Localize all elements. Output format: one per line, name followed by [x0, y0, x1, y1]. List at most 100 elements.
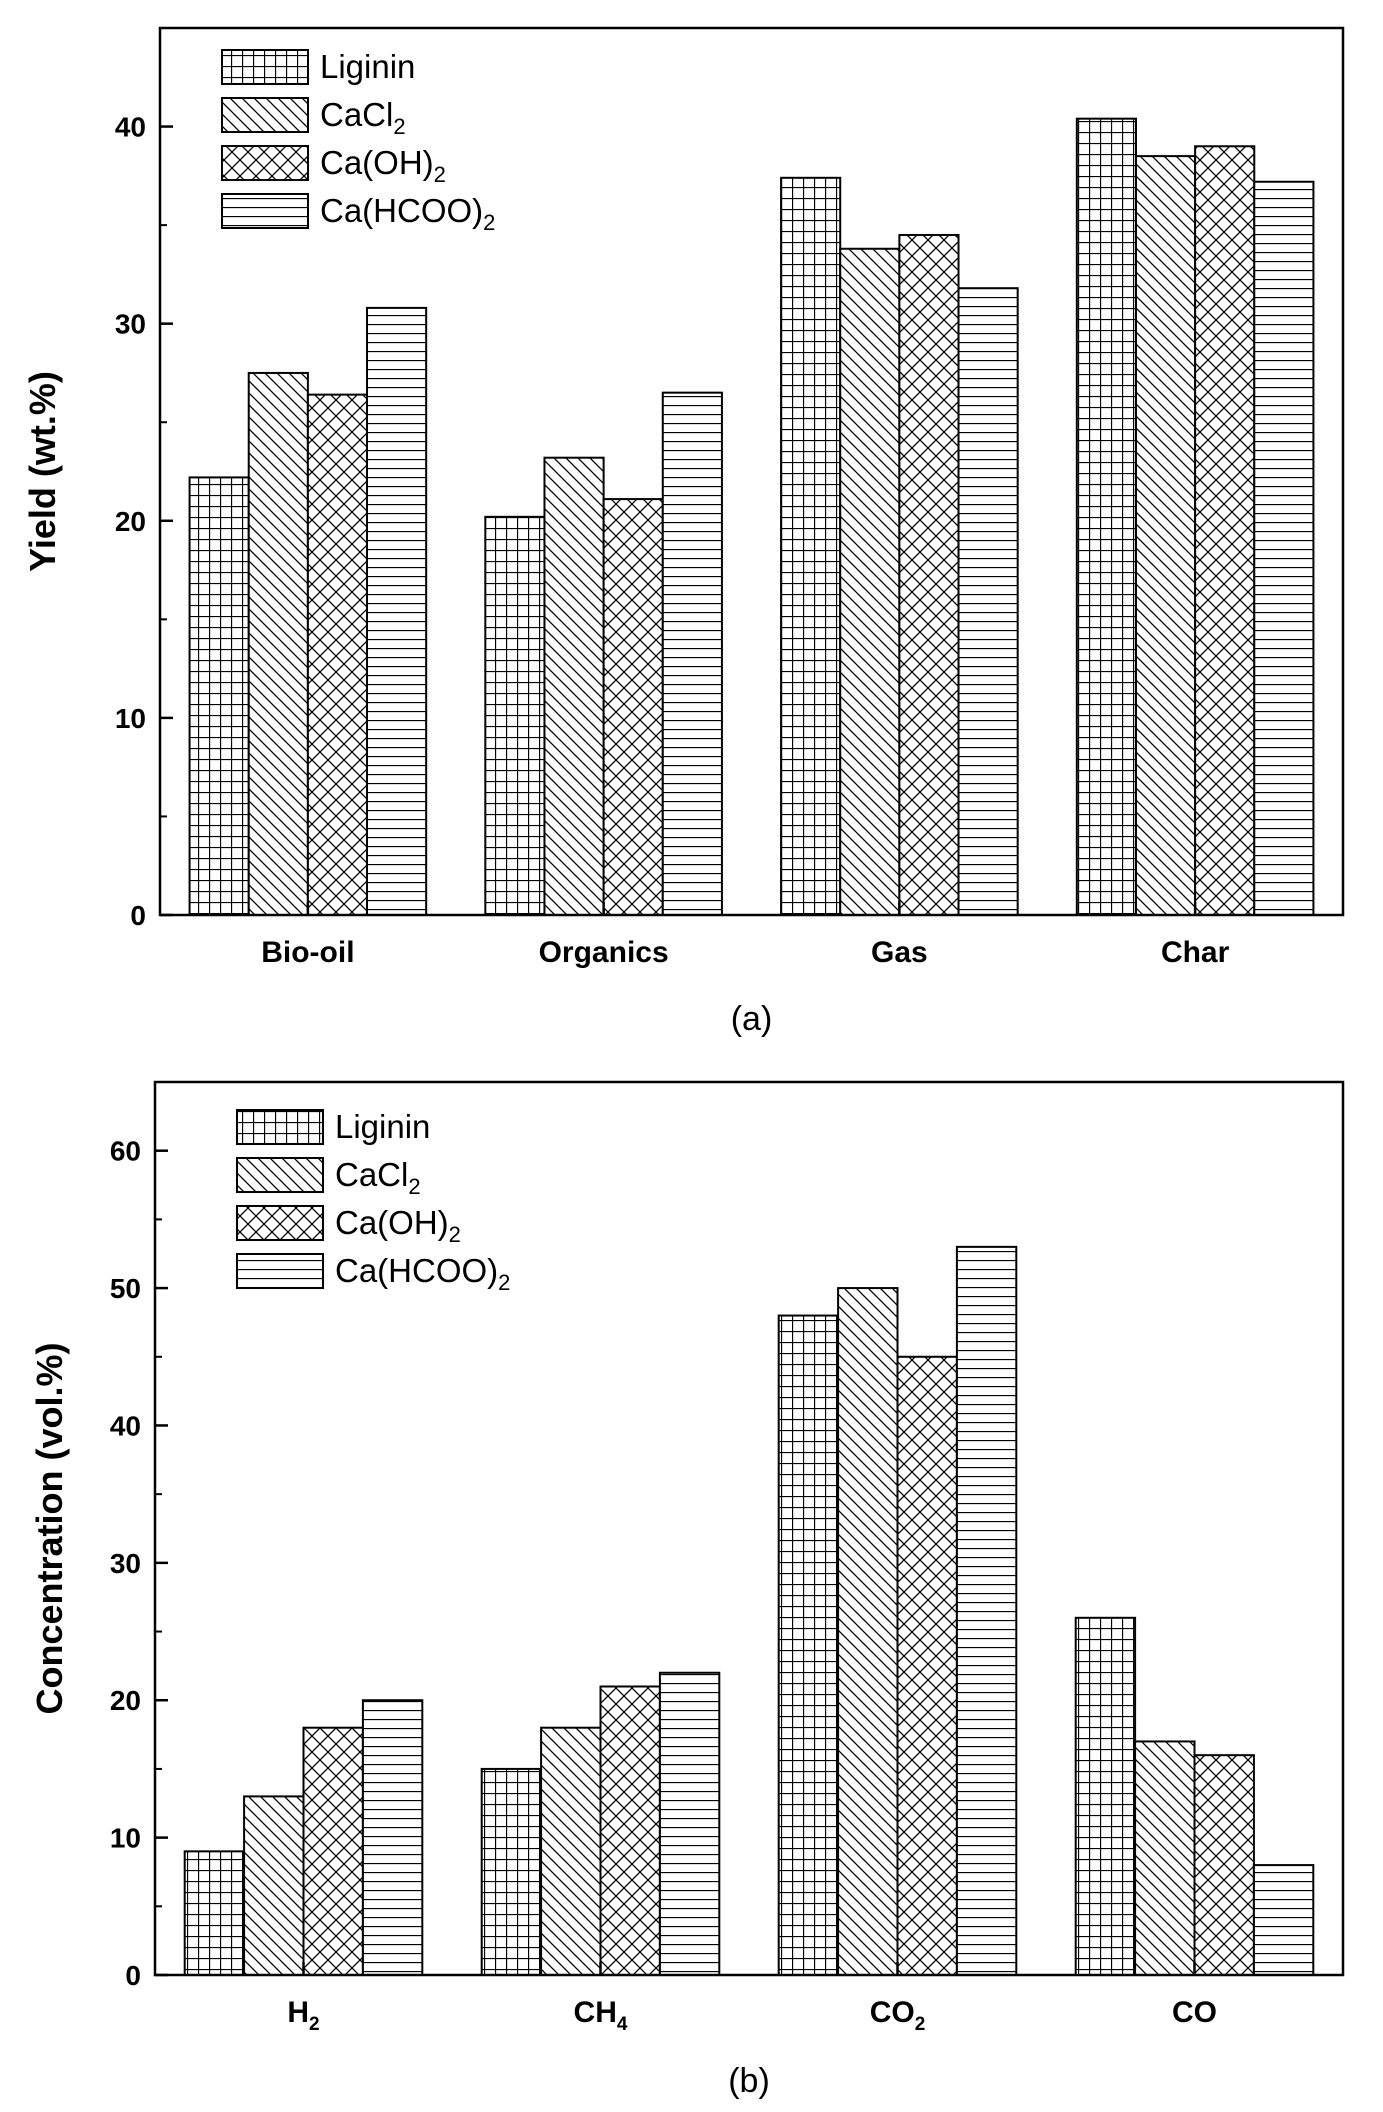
bar-1-2-0 — [302, 1726, 364, 1976]
bar-0-0-0 — [188, 476, 250, 916]
y-tick-label: 40 — [110, 1410, 141, 1441]
bar-1-1-3 — [1134, 1740, 1196, 1977]
legend-label-main: Liginin — [335, 1108, 430, 1145]
bar-0-2-1 — [602, 498, 664, 916]
category-label-main: Bio-oil — [261, 936, 354, 969]
category-label-main: H — [287, 1996, 309, 2029]
bar-0-3-1 — [661, 391, 723, 916]
legend-label-subscript: 2 — [393, 114, 405, 139]
bar-1-3-3 — [1252, 1864, 1315, 1976]
category-label-subscript: 2 — [309, 2014, 320, 2035]
legend-label: CaCl2 — [335, 1156, 421, 1199]
y-tick-label: 20 — [115, 506, 146, 537]
category-label-main: Char — [1161, 936, 1230, 969]
legend-swatch — [236, 1109, 324, 1145]
legend-swatch — [236, 1157, 324, 1193]
bar-0-2-2 — [898, 233, 960, 916]
category-label: Gas — [871, 936, 928, 969]
bar-1-0-2 — [777, 1314, 840, 1976]
bar-0-2-3 — [1194, 145, 1256, 916]
panel-label: (a) — [731, 1000, 773, 1038]
category-label: Bio-oil — [261, 936, 354, 969]
plot-frame — [158, 26, 1345, 917]
plot-frame — [153, 1080, 1345, 1977]
category-label: Char — [1161, 936, 1230, 969]
chart-a: 0 10 20 30 40 Bio-oil Organics Gas Char Yield (wt… — [22, 26, 1345, 1038]
category-label: CO — [1172, 1996, 1217, 2029]
category-label-subscript: 2 — [915, 2014, 926, 2035]
legend-swatch — [221, 49, 309, 85]
legend-label-subscript: 2 — [498, 1270, 510, 1295]
category-label: Organics — [539, 936, 669, 969]
y-tick-label: 10 — [115, 703, 146, 734]
bar-0-0-2 — [780, 176, 842, 916]
legend-label: CaCl2 — [320, 96, 406, 139]
legend-label: Ca(HCOO)2 — [320, 192, 495, 235]
category-label-main: CO — [1172, 1996, 1217, 2029]
bar-0-3-3 — [1253, 180, 1315, 917]
legend-label-subscript: 2 — [434, 162, 446, 187]
y-tick-label: 40 — [115, 112, 146, 143]
legend-label-main: Ca(HCOO) — [320, 192, 483, 229]
bar-1-2-3 — [1193, 1754, 1255, 1976]
category-label-main: Organics — [539, 936, 669, 969]
legend-label-subscript: 2 — [449, 1222, 461, 1247]
panel-label: (b) — [728, 2062, 770, 2100]
legend-swatch — [221, 145, 309, 181]
y-tick-label: 10 — [110, 1823, 141, 1854]
category-label: CH4 — [574, 1996, 628, 2035]
bar-0-1-1 — [543, 456, 605, 916]
legend-label-subscript: 2 — [483, 210, 495, 235]
y-tick-label: 30 — [115, 309, 146, 340]
bar-1-1-1 — [540, 1726, 602, 1976]
category-label-subscript: 4 — [617, 2014, 628, 2035]
bar-0-0-3 — [1075, 117, 1137, 917]
legend-label-main: Liginin — [320, 48, 415, 85]
bar-1-3-1 — [658, 1671, 721, 1977]
category-label: H2 — [287, 1996, 319, 2035]
bar-0-1-2 — [839, 247, 901, 916]
bar-1-0-1 — [480, 1767, 543, 1977]
legend-label-main: CaCl — [320, 96, 393, 133]
legend-label: Liginin — [320, 48, 415, 85]
y-tick-label: 30 — [110, 1548, 141, 1579]
bar-0-2-0 — [306, 393, 369, 917]
legend-label: Ca(OH)2 — [335, 1204, 461, 1247]
legend-label-main: Ca(OH) — [320, 144, 434, 181]
category-label-main: CH — [574, 1996, 617, 2029]
legend-label: Ca(OH)2 — [320, 144, 446, 187]
bar-0-1-3 — [1134, 155, 1197, 917]
bar-0-3-0 — [366, 306, 428, 916]
y-tick-label: 0 — [130, 900, 146, 931]
legend-label: Ca(HCOO)2 — [335, 1252, 510, 1295]
legend-swatch — [221, 193, 309, 229]
legend-label-main: Ca(HCOO) — [335, 1252, 498, 1289]
legend-label-main: CaCl — [335, 1156, 408, 1193]
y-tick-label: 60 — [110, 1136, 141, 1167]
bar-1-3-2 — [955, 1245, 1018, 1977]
bar-0-3-2 — [957, 287, 1019, 917]
bar-1-0-0 — [183, 1850, 246, 1977]
legend-swatch — [236, 1253, 324, 1289]
legend-swatch — [236, 1205, 324, 1241]
bar-1-0-3 — [1074, 1616, 1137, 1977]
bar-0-1-0 — [247, 371, 309, 916]
category-label-main: Gas — [871, 936, 928, 969]
bar-1-1-2 — [837, 1287, 899, 1976]
category-label-main: CO — [870, 1996, 915, 2029]
legend-label-main: Ca(OH) — [335, 1204, 449, 1241]
bar-1-2-2 — [896, 1355, 958, 1977]
y-axis-title: Yield (wt.%) — [22, 371, 63, 572]
y-axis-title: Concentration (vol.%) — [29, 1342, 70, 1714]
y-tick-label: 0 — [125, 1960, 141, 1991]
bar-1-2-1 — [599, 1685, 661, 1976]
legend-label: Liginin — [335, 1108, 430, 1145]
bar-1-1-0 — [243, 1795, 305, 1977]
bar-1-3-0 — [361, 1699, 424, 1976]
y-tick-label: 50 — [110, 1273, 141, 1304]
legend-label-subscript: 2 — [408, 1174, 420, 1199]
legend-swatch — [221, 97, 309, 133]
bar-0-0-1 — [484, 515, 546, 917]
